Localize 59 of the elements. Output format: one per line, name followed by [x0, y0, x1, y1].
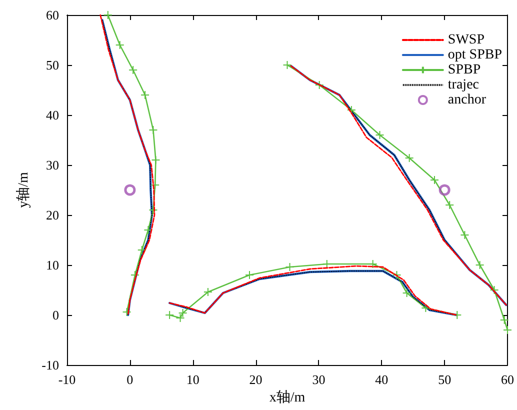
point [122, 308, 132, 316]
point [438, 184, 450, 196]
legend-label: opt SPBP [448, 48, 502, 62]
x-tick-label: 0 [126, 372, 134, 387]
y-tick-label: 30 [46, 158, 59, 172]
point [500, 316, 509, 324]
x-axis-title: x轴/m [269, 389, 306, 406]
point [375, 130, 384, 140]
point [140, 90, 150, 100]
y-tick-label: 10 [46, 258, 59, 272]
x-tick-label: 30 [312, 372, 326, 387]
point [402, 288, 412, 298]
legend-label: trajec [448, 78, 480, 92]
x-tick-label: 20 [249, 372, 262, 387]
point [346, 106, 356, 114]
point [150, 180, 160, 190]
y-axis-title: y轴/m [15, 172, 32, 208]
x-tick-label: 40 [375, 372, 388, 387]
point [430, 176, 440, 184]
y-tick-label: 60 [46, 8, 59, 22]
x-tick-label: -10 [58, 372, 76, 387]
point [130, 270, 140, 280]
x-tick-label: 10 [186, 372, 200, 387]
point [392, 270, 402, 280]
point [445, 200, 454, 210]
point [490, 286, 499, 294]
legend-label: anchor [448, 92, 486, 108]
point [103, 10, 112, 20]
point [503, 326, 512, 334]
point [314, 80, 324, 90]
point [452, 310, 462, 320]
y-tick-label: 0 [52, 308, 59, 322]
point [421, 304, 430, 312]
point [460, 230, 470, 240]
y-tick-label: -10 [42, 358, 59, 372]
x-tick-label: 60 [501, 372, 514, 387]
y-tick-label: 40 [46, 108, 59, 122]
legend-label: SWSP [448, 32, 485, 48]
point [124, 184, 136, 196]
point [148, 206, 158, 214]
point [176, 314, 185, 322]
x-tick-label: 50 [438, 372, 452, 387]
point [404, 154, 414, 162]
point [128, 66, 138, 74]
point [244, 270, 254, 280]
y-tick-label: 50 [46, 58, 59, 72]
point [148, 126, 158, 134]
point [165, 310, 174, 320]
point [151, 156, 160, 164]
point [137, 246, 146, 254]
point [475, 260, 484, 270]
point [178, 308, 188, 318]
point [203, 288, 212, 296]
point [285, 262, 294, 272]
legend-label: SPBP [448, 62, 481, 78]
point [115, 40, 124, 50]
point [144, 226, 153, 234]
point [282, 60, 292, 70]
y-tick-label: 20 [46, 208, 59, 222]
